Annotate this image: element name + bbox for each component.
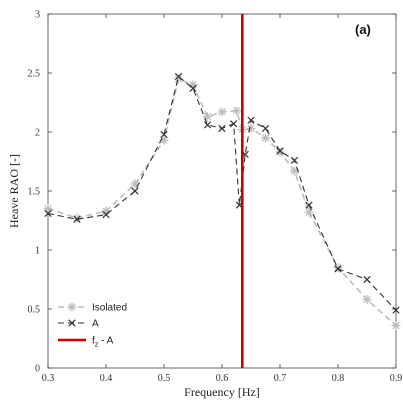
data-point-a xyxy=(392,306,400,314)
data-point-a xyxy=(102,210,110,219)
y-tick-label: 2 xyxy=(35,128,40,139)
data-point-a xyxy=(73,215,81,223)
data-point-isolated xyxy=(362,295,372,305)
data-point-a xyxy=(189,84,197,92)
legend-label-fz-a: fz - A xyxy=(92,336,114,349)
asterisk-stroke xyxy=(160,136,168,144)
data-point-a xyxy=(261,124,270,133)
cross-stroke xyxy=(102,210,110,219)
x-tick-label: 0.9 xyxy=(390,373,403,384)
x-tick-label: 0.3 xyxy=(42,373,55,384)
legend-label-suffix: - A xyxy=(98,336,113,347)
legend-marker-a xyxy=(68,319,76,327)
cross-stroke xyxy=(218,124,226,133)
x-tick-label: 0.6 xyxy=(216,373,229,384)
data-point-isolated xyxy=(333,263,343,273)
cross-stroke xyxy=(131,187,139,195)
asterisk-stroke xyxy=(392,321,400,330)
data-point-a xyxy=(229,120,238,128)
asterisk-stroke xyxy=(218,108,226,116)
legend-label-a: A xyxy=(92,319,99,330)
data-point-a xyxy=(305,201,313,209)
y-tick-label: 1.5 xyxy=(28,187,41,198)
x-axis-title: Frequency [Hz] xyxy=(184,385,260,399)
legend-label-subscript: z xyxy=(95,342,99,349)
data-point-isolated xyxy=(130,179,140,189)
cross-stroke xyxy=(247,116,255,124)
data-point-isolated xyxy=(217,107,227,117)
asterisk-stroke xyxy=(131,180,139,188)
cross-stroke xyxy=(174,72,183,81)
data-point-isolated xyxy=(72,213,82,223)
data-point-a xyxy=(174,72,183,81)
cross-stroke xyxy=(160,130,168,138)
cross-stroke xyxy=(392,306,400,314)
data-point-isolated xyxy=(261,133,270,143)
asterisk-stroke xyxy=(290,167,299,175)
data-point-a xyxy=(160,130,168,138)
y-tick-label: 0 xyxy=(35,364,40,375)
cross-stroke xyxy=(290,156,299,164)
data-point-isolated xyxy=(391,321,401,331)
asterisk-stroke xyxy=(334,264,342,272)
cross-stroke xyxy=(305,201,313,209)
cross-stroke xyxy=(334,265,342,273)
data-point-a xyxy=(203,121,212,129)
x-tick-label: 0.5 xyxy=(158,373,171,384)
data-point-isolated xyxy=(246,123,256,133)
data-point-isolated xyxy=(304,207,314,217)
data-point-a xyxy=(334,265,342,273)
data-point-a xyxy=(218,124,226,133)
cross-stroke xyxy=(261,124,270,133)
cross-stroke xyxy=(229,120,238,128)
y-tick-label: 1 xyxy=(35,246,40,257)
x-tick-label: 0.4 xyxy=(100,373,113,384)
data-point-a xyxy=(276,147,284,155)
asterisk-stroke xyxy=(174,75,183,83)
cross-stroke xyxy=(73,215,81,223)
y-tick-label: 3 xyxy=(35,10,40,21)
x-tick-label: 0.8 xyxy=(332,373,345,384)
data-point-isolated xyxy=(275,147,285,157)
y-tick-label: 2.5 xyxy=(28,69,41,80)
asterisk-stroke xyxy=(232,107,241,115)
x-tick-label: 0.7 xyxy=(274,373,287,384)
panel-label: (a) xyxy=(355,22,371,37)
cross-stroke xyxy=(203,121,212,129)
cross-stroke xyxy=(189,84,197,92)
asterisk-stroke xyxy=(73,214,81,222)
data-point-a xyxy=(44,209,52,218)
data-point-a xyxy=(363,275,371,284)
cross-stroke xyxy=(68,319,76,327)
cross-stroke xyxy=(363,275,371,284)
asterisk-stroke xyxy=(276,148,284,156)
data-point-isolated xyxy=(290,166,299,176)
data-point-isolated xyxy=(43,204,53,214)
plot-frame xyxy=(47,13,397,369)
data-point-a xyxy=(247,116,255,124)
asterisk-stroke xyxy=(261,134,270,142)
data-point-a xyxy=(131,187,139,195)
data-point-a xyxy=(290,156,299,164)
legend-label-f: f xyxy=(92,336,95,347)
series-line-a xyxy=(47,75,397,311)
y-axis-title: Heave RAO [-] xyxy=(7,154,21,228)
data-point-isolated xyxy=(232,106,241,116)
legend-marker-isolated xyxy=(67,302,77,312)
asterisk-stroke xyxy=(363,295,371,304)
asterisk-stroke xyxy=(68,303,76,311)
y-tick-label: 0.5 xyxy=(28,305,41,316)
cross-stroke xyxy=(44,209,52,218)
cross-stroke xyxy=(276,147,284,155)
data-point-isolated xyxy=(203,112,212,122)
legend-label-isolated: Isolated xyxy=(92,303,127,314)
